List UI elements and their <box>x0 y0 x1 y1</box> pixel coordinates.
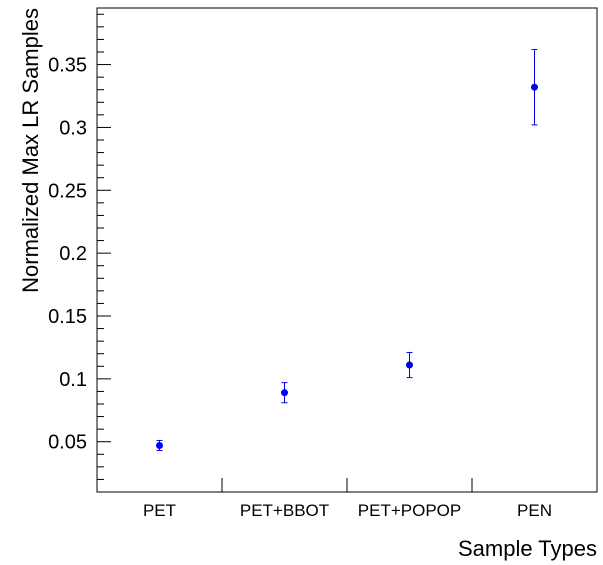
category-label: PET <box>143 501 176 520</box>
y-tick-label: 0.15 <box>48 306 87 328</box>
x-axis-category-labels: PET PET+BBOT PET+POPOP PEN <box>143 501 552 520</box>
category-label: PET+BBOT <box>240 501 329 520</box>
data-point <box>531 48 538 126</box>
marker <box>531 83 538 91</box>
marker <box>406 361 413 369</box>
x-axis-ticks <box>96 478 598 492</box>
category-label: PET+POPOP <box>358 501 461 520</box>
category-label: PEN <box>517 501 552 520</box>
data-point <box>281 382 288 404</box>
y-tick-label: 0.05 <box>48 432 87 454</box>
y-tick-label: 0.35 <box>48 55 87 77</box>
marker <box>281 389 288 397</box>
y-tick-label: 0.1 <box>59 369 87 391</box>
y-tick-label: 0.25 <box>48 180 87 202</box>
data-point <box>406 351 413 379</box>
y-tick-label: 0.2 <box>59 243 87 265</box>
marker <box>156 441 163 449</box>
y-tick-label: 0.3 <box>59 117 87 139</box>
x-axis-title: Sample Types <box>458 536 597 561</box>
y-axis-title: Normalized Max LR Samples <box>18 8 43 293</box>
data-point <box>156 439 163 452</box>
data-points <box>156 48 538 452</box>
y-axis-ticks <box>97 13 111 493</box>
y-axis-tick-labels: 0.05 0.1 0.15 0.2 0.25 0.3 0.35 <box>48 55 87 454</box>
